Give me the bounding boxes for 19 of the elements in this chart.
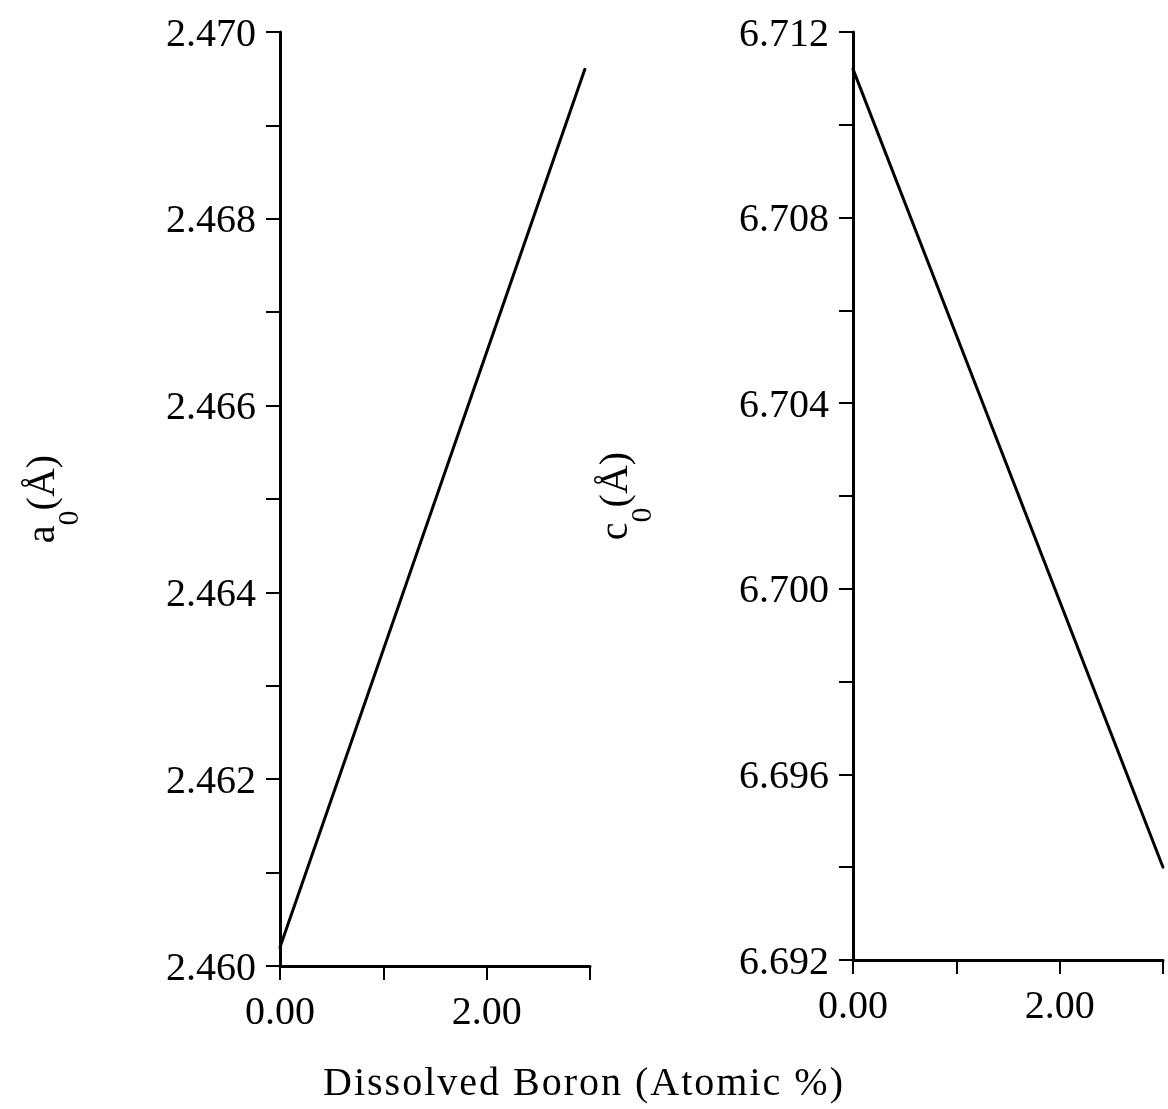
y-tick-label: 2.464 — [166, 569, 256, 615]
y-tick-label: 6.712 — [739, 9, 829, 55]
y-tick-label: 6.704 — [739, 380, 829, 426]
y-tick-label: 6.700 — [739, 566, 829, 612]
x-tick-label: 2.00 — [1024, 981, 1095, 1027]
x-axis-title: Dissolved Boron (Atomic %) — [322, 1058, 846, 1105]
y-tick-label: 6.708 — [739, 195, 829, 241]
y-tick-label: 6.692 — [739, 937, 829, 983]
x-tick-label: 0.00 — [245, 987, 315, 1033]
y-tick-label: 2.470 — [166, 9, 256, 55]
y-tick-label: 2.468 — [166, 196, 256, 242]
y-tick-label: 6.696 — [739, 751, 829, 797]
x-tick-label: 0.00 — [818, 981, 888, 1027]
y-axis-title: a0(Å) — [17, 454, 84, 544]
y-tick-label: 2.460 — [166, 943, 256, 989]
y-tick-label: 2.466 — [166, 383, 256, 429]
y-tick-label: 2.462 — [166, 756, 256, 802]
y-axis-title: c0(Å) — [590, 451, 657, 541]
x-tick-label: 2.00 — [451, 987, 522, 1033]
